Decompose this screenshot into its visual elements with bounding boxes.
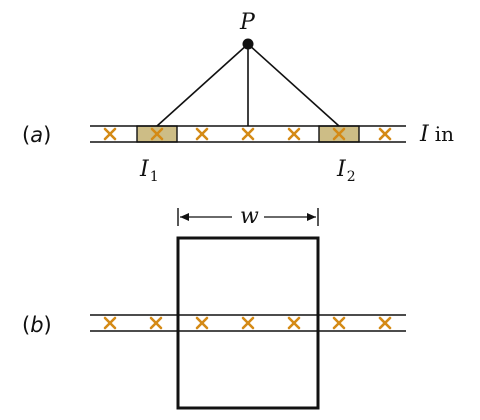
element-2-subscript: 2: [347, 169, 356, 185]
current-direction-text: in: [435, 122, 454, 146]
line-p-to-element-2: [247, 43, 340, 127]
element-1-subscript: 1: [150, 169, 159, 185]
x-mark-icon: [241, 127, 255, 141]
x-mark-icon: [150, 127, 164, 141]
x-mark-icon: [378, 316, 392, 330]
line-p-to-element-1: [156, 43, 249, 127]
part-a-open-paren: (: [22, 123, 30, 147]
x-mark-icon: [103, 316, 117, 330]
part-a-letter: a: [30, 123, 43, 147]
width-label: w: [240, 204, 259, 229]
arrow-right-icon: [307, 213, 316, 221]
x-mark-icon: [195, 127, 209, 141]
x-mark-icon: [332, 127, 346, 141]
element-1-label: I1: [139, 157, 159, 185]
part-a-label: (a): [22, 123, 51, 147]
x-mark-icon: [241, 316, 255, 330]
x-mark-icon: [332, 316, 346, 330]
current-symbol: I: [419, 122, 430, 147]
point-p-dot: [242, 38, 254, 50]
x-mark-icon: [378, 127, 392, 141]
x-mark-icon: [287, 316, 301, 330]
point-p-label: P: [239, 10, 256, 35]
markers-b: [103, 316, 392, 330]
element-2-label: I2: [336, 157, 356, 185]
x-mark-icon: [287, 127, 301, 141]
arrow-left-icon: [180, 213, 189, 221]
markers-a: [103, 127, 392, 141]
part-b-close-paren: ): [44, 313, 52, 337]
x-mark-icon: [149, 316, 163, 330]
part-b: (b) w: [22, 204, 406, 410]
part-b-label: (b): [22, 313, 52, 337]
element-2-symbol: I: [336, 157, 347, 182]
part-b-open-paren: (: [22, 313, 30, 337]
element-1-symbol: I: [139, 157, 150, 182]
x-mark-icon: [195, 316, 209, 330]
x-mark-icon: [103, 127, 117, 141]
part-a-close-paren: ): [43, 123, 51, 147]
part-b-letter: b: [30, 313, 43, 337]
rectangular-loop: [176, 236, 320, 410]
